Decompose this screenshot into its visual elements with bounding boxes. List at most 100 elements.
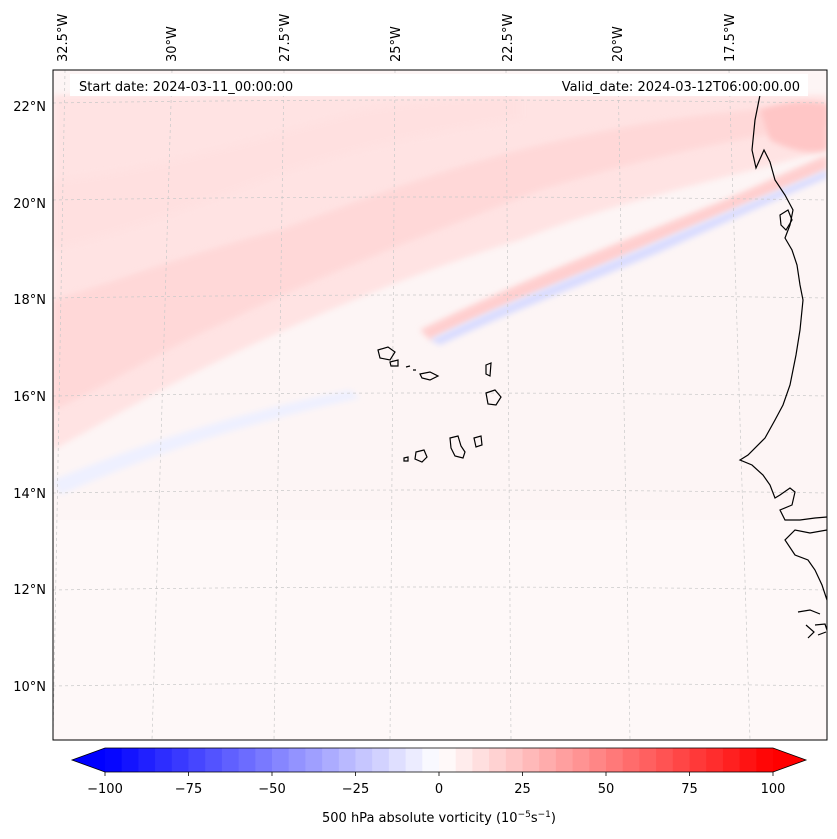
vorticity-positive-coast <box>760 101 827 152</box>
colorbar-cell <box>505 748 524 772</box>
colorbar-cell <box>539 748 557 772</box>
meridian-32-5w <box>53 70 66 740</box>
meridian-30w <box>151 70 173 740</box>
parallel-20n <box>53 196 827 201</box>
parallel-10n <box>53 682 827 687</box>
colorbar-cell <box>238 748 256 772</box>
colorbar-cell <box>171 748 190 772</box>
graticule <box>53 70 827 740</box>
colorbar-cell <box>572 748 590 772</box>
colorbar-tick-label: −75 <box>175 782 202 797</box>
colorbar-cell <box>472 748 490 772</box>
colorbar-ticks <box>104 772 774 776</box>
longitude-labels: 32.5°W 30°W 27.5°W 25°W 22.5°W 20°W 17.5… <box>56 14 738 62</box>
lon-label: 25°W <box>389 26 404 62</box>
lat-label: 12°N <box>13 583 46 598</box>
island-brava <box>403 456 409 462</box>
map-frame <box>52 69 828 741</box>
latitude-labels: 22°N 20°N 18°N 16°N 14°N 12°N 10°N <box>13 100 46 695</box>
lon-label: 17.5°W <box>723 14 738 62</box>
colorbar-cell <box>105 748 123 772</box>
colorbar-tick-label: −25 <box>342 782 369 797</box>
island-sao-nicolau <box>419 371 440 381</box>
colorbar-cell <box>272 748 290 772</box>
parallel-14n <box>53 489 827 494</box>
colorbar-cell <box>338 748 357 772</box>
lat-label: 20°N <box>13 197 46 212</box>
colorbar-cell <box>656 748 674 772</box>
island-boa-vista <box>485 389 502 406</box>
vorticity-field <box>53 95 827 740</box>
colorbar-tick-label: 0 <box>435 782 443 797</box>
colorbar-cell <box>422 748 440 772</box>
meridian-22-5w <box>505 70 512 740</box>
meridian-17-5w <box>728 70 751 740</box>
colorbar-tick-label: −100 <box>87 782 123 797</box>
meridian-27-5w <box>273 70 285 740</box>
parallel-12n <box>53 586 827 591</box>
colorbar-cell <box>355 748 373 772</box>
vorticity-southern-field <box>53 520 827 740</box>
vorticity-positive-stripe <box>420 155 827 340</box>
colorbar-cell <box>221 748 240 772</box>
lat-label: 10°N <box>13 680 46 695</box>
colorbar-cell <box>689 748 707 772</box>
colorbar-cell <box>555 748 574 772</box>
island-sal <box>485 362 492 377</box>
colorbar-cell <box>739 748 757 772</box>
colorbar-cell <box>405 748 423 772</box>
lon-label: 30°W <box>165 26 180 62</box>
vorticity-weak-negative-band <box>53 390 360 495</box>
colorbar-cell <box>606 748 624 772</box>
colorbar-cell <box>489 748 507 772</box>
vorticity-streak-nw <box>53 95 520 250</box>
colorbar-cell <box>439 748 457 772</box>
lat-label: 14°N <box>13 487 46 502</box>
info-box <box>70 74 808 96</box>
parallel-22n <box>53 99 827 104</box>
colorbar-cell <box>372 748 390 772</box>
coastline-bijagos <box>797 609 827 639</box>
colorbar-cell <box>205 748 223 772</box>
colorbar-low-extend <box>72 748 105 772</box>
vorticity-band-north-core <box>53 105 827 410</box>
island-sao-vicente <box>389 359 399 367</box>
colorbar-cell <box>322 748 340 772</box>
colorbar-cell <box>188 748 206 772</box>
lat-label: 16°N <box>13 390 46 405</box>
colorbar-label: 500 hPa absolute vorticity (10−5s−1) <box>322 810 556 826</box>
lat-label: 18°N <box>13 293 46 308</box>
valid-date-label: Valid_date: 2024-03-12T06:00:00.00 <box>562 80 800 95</box>
colorbar-cells <box>105 748 774 772</box>
island-fogo <box>414 449 428 463</box>
colorbar-tick-label: 25 <box>514 782 531 797</box>
coastline <box>377 94 827 639</box>
parallel-18n <box>53 294 827 299</box>
colorbar-tick-label: 75 <box>681 782 698 797</box>
colorbar-cell <box>706 748 724 772</box>
lon-label: 22.5°W <box>501 14 516 62</box>
vorticity-negative-streak <box>430 170 827 345</box>
colorbar-cell <box>639 748 657 772</box>
island-santiago <box>449 435 466 459</box>
colorbar-cell <box>255 748 273 772</box>
island-santo-antao <box>377 346 396 361</box>
coastline-banc-arguin <box>779 209 793 231</box>
colorbar-cell <box>388 748 407 772</box>
meridian-20w <box>617 70 631 740</box>
colorbar-cell <box>722 748 741 772</box>
colorbar-tick-label: 100 <box>761 782 786 797</box>
colorbar-tick-label: −50 <box>258 782 285 797</box>
parallel-16n <box>53 392 827 397</box>
colorbar-tick-label: 50 <box>598 782 615 797</box>
colorbar-cell <box>455 748 473 772</box>
island-santa-luzia <box>405 365 416 371</box>
colorbar-cell <box>305 748 323 772</box>
island-maio <box>473 435 483 448</box>
colorbar-cell <box>522 748 540 772</box>
colorbar-cell <box>622 748 640 772</box>
colorbar-cell <box>155 748 173 772</box>
lat-label: 22°N <box>13 100 46 115</box>
colorbar-cell <box>121 748 139 772</box>
